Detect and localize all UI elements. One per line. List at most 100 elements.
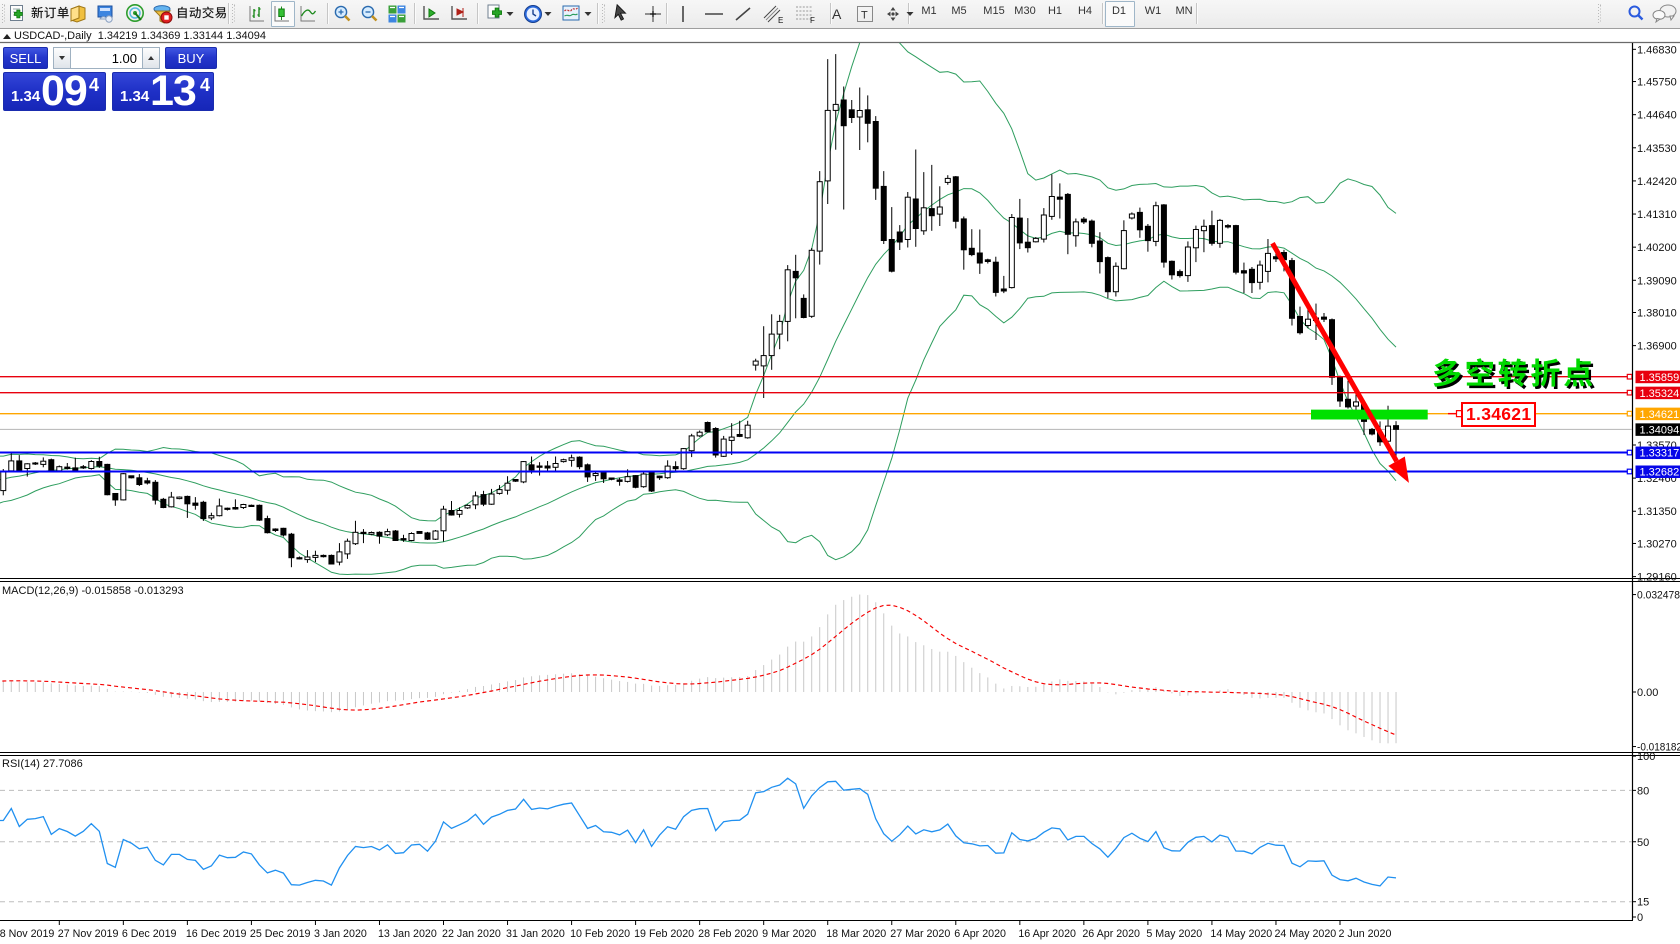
svg-text:1.45750: 1.45750 — [1637, 77, 1677, 89]
rsi-pane — [0, 777, 1632, 903]
svg-text:18 Mar 2020: 18 Mar 2020 — [826, 928, 886, 940]
navigator-icon[interactable] — [125, 3, 146, 25]
new-order-button[interactable]: 新订单 — [8, 0, 70, 27]
tf-button-M15[interactable]: M15 — [983, 5, 1005, 17]
svg-text:0: 0 — [1637, 912, 1643, 924]
svg-text:1.29160: 1.29160 — [1637, 572, 1677, 584]
buy-price-panel[interactable]: 1.34 13 4 — [112, 67, 214, 115]
volume-increase-button[interactable] — [142, 47, 160, 69]
toolbar-separator — [1102, 3, 1103, 24]
bollinger-middle-band — [0, 188, 1397, 544]
svg-text:15: 15 — [1637, 897, 1649, 909]
caret-down-icon — [59, 56, 65, 60]
svg-text:26 Apr 2020: 26 Apr 2020 — [1082, 928, 1140, 940]
tf-button-M30[interactable]: M30 — [1014, 5, 1036, 17]
rsi-line — [0, 777, 1397, 887]
text-label-tool-button[interactable]: T — [855, 4, 875, 24]
svg-text:E: E — [778, 16, 783, 25]
buy-price-small: 1.34 — [120, 88, 150, 105]
tf-button-H1[interactable]: H1 — [1047, 5, 1063, 17]
svg-text:1.39090: 1.39090 — [1637, 275, 1677, 287]
line-chart-type-icon[interactable] — [299, 4, 318, 23]
periods-button[interactable] — [523, 3, 554, 25]
trend-arrow-shaft[interactable] — [1270, 242, 1399, 463]
toolbar-grip — [602, 4, 605, 23]
svg-text:1.34094: 1.34094 — [1640, 425, 1680, 437]
bar-chart-type-icon[interactable] — [248, 4, 266, 23]
svg-text:1.35859: 1.35859 — [1640, 372, 1680, 384]
zoom-in-button[interactable] — [333, 4, 352, 24]
timeframe-active-bg — [1105, 1, 1135, 27]
svg-text:T: T — [861, 10, 868, 22]
templates-button[interactable] — [561, 3, 594, 25]
buy-button[interactable]: BUY — [165, 47, 217, 69]
svg-text:1.41310: 1.41310 — [1637, 209, 1677, 221]
svg-text:9 Mar 2020: 9 Mar 2020 — [762, 928, 816, 940]
toolbar-separator — [830, 3, 831, 24]
toolbar-separator — [1196, 3, 1197, 24]
trendline-tool-button[interactable] — [733, 4, 753, 24]
svg-text:6 Apr 2020: 6 Apr 2020 — [954, 928, 1006, 940]
svg-text:0.00: 0.00 — [1637, 687, 1658, 699]
svg-text:80: 80 — [1637, 785, 1649, 797]
svg-text:1.38010: 1.38010 — [1637, 308, 1677, 320]
svg-text:1.33317: 1.33317 — [1640, 448, 1680, 460]
main-price-pane — [0, 43, 1632, 576]
arrows-tool-button[interactable] — [884, 4, 916, 24]
candlestick-series — [0, 54, 1400, 568]
svg-text:A: A — [832, 6, 842, 22]
cursor-tool-button[interactable] — [612, 3, 632, 24]
toolbar-grip — [232, 4, 235, 23]
one-click-trading-panel: SELL 1.00 BUY 1.34 09 4 1.34 13 4 — [3, 47, 219, 115]
market-watch-icon[interactable] — [68, 4, 88, 24]
community-chat-icon[interactable] — [1652, 3, 1678, 25]
vertical-line-tool-button[interactable] — [676, 4, 690, 24]
search-icon[interactable] — [1627, 4, 1644, 24]
chart-shift-button[interactable] — [449, 4, 471, 24]
toolbar-grip — [1598, 4, 1601, 23]
auto-scroll-button[interactable] — [421, 4, 443, 24]
tf-button-H4[interactable]: H4 — [1077, 5, 1093, 17]
svg-text:1.36900: 1.36900 — [1637, 341, 1677, 353]
sell-price-panel[interactable]: 1.34 09 4 — [3, 67, 106, 115]
toolbar-separator — [414, 3, 415, 24]
sell-button[interactable]: SELL — [3, 47, 48, 69]
tf-button-M1[interactable]: M1 — [921, 5, 937, 17]
zoom-out-button[interactable] — [360, 4, 379, 24]
tf-button-D1[interactable]: D1 — [1111, 5, 1127, 17]
indicators-add-button[interactable] — [486, 3, 516, 25]
svg-text:31 Jan 2020: 31 Jan 2020 — [506, 928, 565, 940]
autotrading-button[interactable]: 自动交易 — [152, 0, 228, 27]
equidistant-channel-tool-button[interactable]: E — [762, 3, 786, 25]
svg-text:1.30270: 1.30270 — [1637, 538, 1677, 550]
tf-button-W1[interactable]: W1 — [1144, 5, 1162, 17]
volume-input[interactable]: 1.00 — [70, 47, 143, 69]
svg-text:2 Jun 2020: 2 Jun 2020 — [1339, 928, 1392, 940]
tf-button-MN[interactable]: MN — [1175, 5, 1193, 17]
svg-text:50: 50 — [1637, 837, 1649, 849]
horizontal-line-tool-button[interactable] — [703, 6, 725, 22]
svg-text:25 Dec 2019: 25 Dec 2019 — [250, 928, 311, 940]
sell-price-big: 09 — [41, 67, 88, 115]
tile-windows-button[interactable] — [387, 4, 407, 24]
svg-text:16 Apr 2020: 16 Apr 2020 — [1018, 928, 1076, 940]
crosshair-tool-button[interactable] — [643, 4, 663, 24]
text-tool-button[interactable]: A — [828, 4, 846, 24]
caret-up-icon — [148, 56, 154, 60]
volume-decrease-button[interactable] — [53, 47, 71, 69]
svg-text:1.40200: 1.40200 — [1637, 242, 1677, 254]
candle-chart-type-icon[interactable] — [273, 4, 291, 23]
fibonacci-tool-button[interactable]: F — [794, 3, 818, 25]
svg-text:6 Dec 2019: 6 Dec 2019 — [122, 928, 177, 940]
data-window-icon[interactable] — [96, 3, 116, 25]
svg-text:27 Nov 2019: 27 Nov 2019 — [58, 928, 119, 940]
axes: 1.46830 1.45750 1.44640 1.43530 1.42420 1.413… — [0, 44, 1680, 940]
svg-text:0.032478: 0.032478 — [1637, 590, 1680, 602]
toolbar-separator — [666, 3, 667, 24]
svg-text:19 Feb 2020: 19 Feb 2020 — [634, 928, 694, 940]
tf-button-M5[interactable]: M5 — [951, 5, 967, 17]
toolbar-grip — [2, 4, 5, 23]
svg-text:-0.018182: -0.018182 — [1637, 742, 1680, 754]
